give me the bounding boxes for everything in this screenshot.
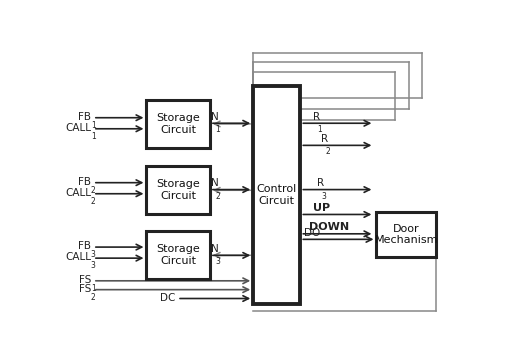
- Text: CALL: CALL: [65, 123, 91, 133]
- Text: 3: 3: [91, 261, 96, 270]
- Text: FB: FB: [78, 177, 91, 187]
- FancyBboxPatch shape: [146, 100, 210, 148]
- Text: CALL: CALL: [65, 252, 91, 262]
- Text: 2: 2: [91, 293, 95, 302]
- Text: R: R: [321, 134, 328, 144]
- Text: Storage
Circuit: Storage Circuit: [156, 244, 200, 266]
- Text: N: N: [211, 178, 219, 188]
- Text: DO: DO: [304, 228, 320, 238]
- Text: 3: 3: [321, 191, 326, 201]
- Text: FB: FB: [78, 112, 91, 122]
- Text: FB: FB: [78, 241, 91, 251]
- Text: 2: 2: [325, 147, 330, 156]
- Text: 3: 3: [91, 251, 96, 260]
- Text: R: R: [317, 178, 324, 188]
- Text: Storage
Circuit: Storage Circuit: [156, 180, 200, 201]
- Text: FS: FS: [78, 284, 91, 294]
- Text: 1: 1: [91, 121, 95, 130]
- Text: 2: 2: [215, 191, 220, 201]
- Text: 1: 1: [215, 125, 220, 134]
- Text: Storage
Circuit: Storage Circuit: [156, 113, 200, 135]
- Text: DC: DC: [160, 293, 175, 303]
- Text: 3: 3: [215, 257, 220, 266]
- Text: UP: UP: [313, 203, 330, 213]
- FancyBboxPatch shape: [146, 231, 210, 279]
- FancyBboxPatch shape: [376, 212, 436, 257]
- Text: CALL: CALL: [65, 188, 91, 198]
- Text: 1: 1: [91, 132, 95, 141]
- Text: N: N: [211, 244, 219, 254]
- Text: FS: FS: [78, 275, 91, 285]
- Text: 2: 2: [91, 197, 95, 206]
- Text: DOWN: DOWN: [308, 223, 349, 232]
- Text: 1: 1: [317, 125, 322, 134]
- Text: 2: 2: [91, 186, 95, 195]
- Text: Control
Circuit: Control Circuit: [257, 184, 297, 206]
- Text: Door
Mechanism: Door Mechanism: [374, 224, 438, 245]
- Text: N: N: [211, 112, 219, 122]
- FancyBboxPatch shape: [146, 166, 210, 214]
- FancyBboxPatch shape: [253, 86, 301, 304]
- Text: R: R: [313, 112, 320, 122]
- Text: 1: 1: [91, 284, 95, 293]
